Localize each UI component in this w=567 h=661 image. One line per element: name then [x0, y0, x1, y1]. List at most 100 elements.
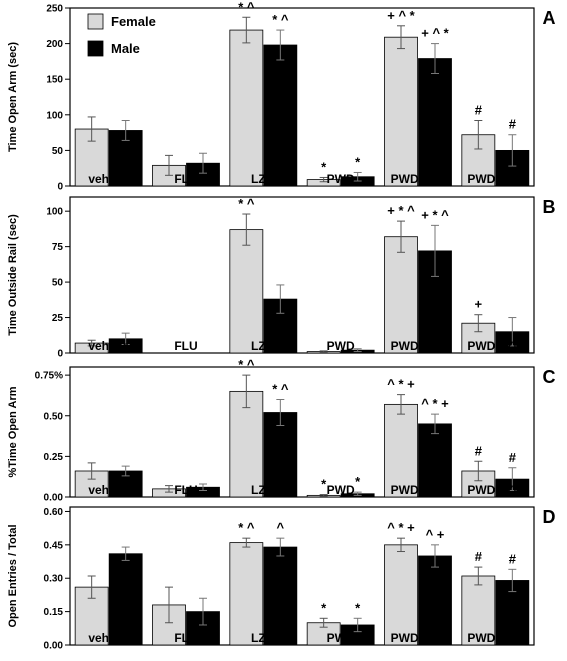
y-tick-label: 100: [46, 110, 63, 121]
y-tick-label: 0: [57, 349, 63, 360]
y-tick-label: 75: [52, 242, 64, 253]
bar-male: [418, 555, 452, 646]
category-label: vehicle: [88, 172, 129, 186]
category-label: PWD/FLU: [391, 631, 446, 645]
category-label: PWD: [327, 172, 355, 186]
category-label: PWD: [327, 483, 355, 497]
significance-marker: *: [321, 600, 327, 615]
panel-letter: B: [543, 197, 556, 217]
category-label: LZM: [251, 172, 276, 186]
y-axis-title: Time Open Arm (sec): [7, 42, 19, 152]
significance-marker: *: [321, 159, 327, 174]
bar-female: [461, 470, 496, 498]
significance-marker: * ^: [272, 12, 289, 27]
significance-marker: ^ * +: [387, 377, 415, 392]
bar-female: [229, 29, 264, 187]
y-tick-label: 250: [46, 4, 63, 15]
plot-frame: [69, 7, 535, 187]
bar-female: [384, 403, 418, 498]
significance-marker: * ^: [238, 196, 255, 211]
category-label: vehicle: [88, 631, 129, 645]
y-tick-label: 0: [57, 182, 63, 193]
category-label: PWD/LZM: [467, 631, 523, 645]
y-tick-label: 50: [52, 278, 64, 289]
significance-marker: #: [475, 549, 483, 564]
category-label: LZM: [251, 631, 276, 645]
y-tick-label: 200: [46, 39, 63, 50]
significance-marker: * ^: [272, 382, 289, 397]
bar-male: [263, 44, 298, 187]
category-label: LZM: [251, 483, 276, 497]
bar-female: [384, 36, 418, 187]
significance-marker: + * ^: [387, 203, 415, 218]
category-label: FLU: [174, 631, 197, 645]
category-label: FLU: [174, 172, 197, 186]
significance-marker: + ^ *: [387, 8, 415, 23]
panel-letter: C: [543, 367, 556, 387]
y-axis-title: %Time Open Arm: [7, 386, 19, 477]
category-label: PWD/FLU: [391, 339, 446, 353]
y-tick-label: 25: [52, 313, 64, 324]
y-tick-label: 0.00: [44, 493, 64, 504]
bar-male: [108, 553, 143, 646]
category-label: PWD/FLU: [391, 483, 446, 497]
category-label: vehicle: [88, 483, 129, 497]
category-label: FLU: [174, 339, 197, 353]
category-label: PWD: [327, 339, 355, 353]
y-tick-label: 0.50: [44, 411, 64, 422]
y-axis-title: Time Outside Rail (sec): [7, 214, 19, 336]
significance-marker: * ^: [238, 520, 255, 535]
panel-b: 0 25 50 75 100 Time Outside Rail (sec) Bvehicl…: [7, 196, 556, 359]
y-tick-label: 0.15: [44, 607, 64, 618]
significance-marker: + ^ *: [421, 26, 449, 41]
significance-marker: #: [475, 443, 483, 458]
panel-letter: A: [543, 8, 556, 28]
y-tick-label: 0.60: [44, 507, 64, 518]
significance-marker: * ^: [238, 0, 255, 14]
significance-marker: #: [475, 102, 483, 117]
plot-frame: [69, 366, 535, 498]
category-label: vehicle: [88, 339, 129, 353]
panel-d: 0.00 0.15 0.30 0.45 0.60 Open Entries / Total…: [7, 506, 556, 652]
y-tick-label: 0.00: [44, 641, 64, 652]
bar-male: [418, 58, 452, 187]
bar-female: [384, 544, 418, 646]
significance-marker: +: [475, 297, 483, 312]
category-label: LZM: [251, 339, 276, 353]
significance-marker: * ^: [238, 357, 255, 372]
y-tick-label: 0.45: [44, 540, 64, 551]
category-label: PWD: [327, 631, 355, 645]
plot-frame: [69, 506, 535, 646]
bar-female: [461, 575, 496, 646]
panel-a: 0 50 100 150 200 250 Time Open Arm (sec) Avehic…: [7, 0, 556, 193]
significance-marker: ^ * +: [421, 396, 449, 411]
significance-marker: #: [509, 450, 517, 465]
significance-marker: ^ * +: [387, 520, 415, 535]
y-tick-label: 0.75%: [35, 371, 63, 382]
significance-marker: ^ +: [426, 527, 445, 542]
legend-swatch-female: [87, 13, 104, 30]
legend-label-male: Male: [111, 41, 140, 56]
significance-marker: #: [509, 117, 517, 132]
significance-marker: #: [509, 551, 517, 566]
y-axis-title: Open Entries / Total: [7, 524, 19, 627]
bar-male: [418, 250, 452, 354]
category-label: FLU: [174, 483, 197, 497]
significance-marker: *: [355, 474, 361, 489]
significance-marker: *: [321, 477, 327, 492]
bar-female: [229, 229, 264, 354]
significance-marker: *: [355, 600, 361, 615]
legend-label-female: Female: [111, 14, 156, 29]
bar-male: [263, 546, 298, 646]
significance-marker: + * ^: [421, 207, 449, 222]
y-tick-label: 0.30: [44, 574, 64, 585]
y-tick-label: 0.25: [44, 452, 64, 463]
y-tick-label: 150: [46, 75, 63, 86]
bar-male: [263, 412, 298, 498]
legend-swatch-male: [87, 40, 104, 57]
category-label: PWD/LZM: [467, 339, 523, 353]
bar-female: [229, 390, 264, 498]
category-label: PWD/FLU: [391, 172, 446, 186]
